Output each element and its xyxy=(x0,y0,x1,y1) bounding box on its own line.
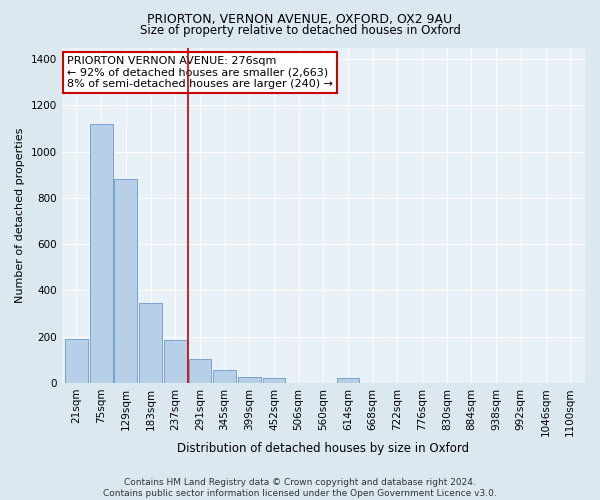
Text: Size of property relative to detached houses in Oxford: Size of property relative to detached ho… xyxy=(140,24,460,37)
Bar xyxy=(90,124,113,383)
Bar xyxy=(337,378,359,383)
Bar xyxy=(188,358,211,383)
X-axis label: Distribution of detached houses by size in Oxford: Distribution of detached houses by size … xyxy=(177,442,469,455)
Text: Contains HM Land Registry data © Crown copyright and database right 2024.
Contai: Contains HM Land Registry data © Crown c… xyxy=(103,478,497,498)
Y-axis label: Number of detached properties: Number of detached properties xyxy=(15,128,25,303)
Text: PRIORTON VERNON AVENUE: 276sqm
← 92% of detached houses are smaller (2,663)
8% o: PRIORTON VERNON AVENUE: 276sqm ← 92% of … xyxy=(67,56,333,89)
Bar xyxy=(238,377,260,383)
Bar xyxy=(263,378,286,383)
Bar xyxy=(164,340,187,383)
Bar xyxy=(65,339,88,383)
Bar xyxy=(139,303,162,383)
Bar xyxy=(213,370,236,383)
Text: PRIORTON, VERNON AVENUE, OXFORD, OX2 9AU: PRIORTON, VERNON AVENUE, OXFORD, OX2 9AU xyxy=(148,12,452,26)
Bar xyxy=(115,180,137,383)
